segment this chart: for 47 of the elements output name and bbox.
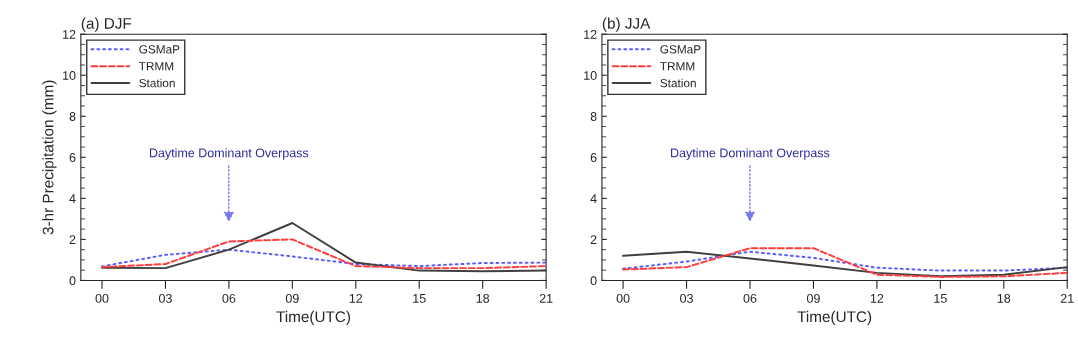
y-tick-label: 6 — [69, 153, 76, 162]
x-axis-title: Time(UTC) — [276, 310, 351, 326]
x-tick-label: 12 — [870, 293, 884, 303]
legend-label: TRMM — [660, 62, 695, 71]
legend-label: GSMaP — [139, 45, 180, 54]
x-tick-label: 06 — [222, 293, 236, 303]
y-tick-label: 4 — [590, 194, 597, 203]
legend-label: Station — [660, 78, 696, 88]
x-tick-label: 09 — [806, 293, 820, 303]
line-series — [101, 248, 547, 268]
x-axis-title: Time(UTC) — [797, 310, 872, 326]
y-tick-label: 2 — [590, 235, 597, 244]
x-tick-label: 03 — [158, 293, 172, 303]
x-tick-label: 18 — [476, 293, 490, 303]
line-series — [101, 238, 547, 270]
x-tick-label: 21 — [1060, 293, 1074, 303]
legend-label: Station — [139, 78, 175, 88]
y-tick-label: 4 — [69, 194, 76, 203]
y-axis-title: 3-hr Precipitation (mm) — [42, 80, 57, 235]
x-tick-label: 00 — [616, 293, 630, 303]
x-tick-label: 09 — [285, 293, 299, 303]
y-tick-label: 12 — [584, 30, 597, 39]
y-tick-label: 10 — [584, 71, 597, 80]
line-series — [622, 250, 1068, 272]
y-tick-label: 8 — [69, 112, 76, 121]
chart-title: (a) DJF — [81, 17, 132, 32]
x-tick-label: 18 — [997, 293, 1011, 303]
annotation: Daytime Dominant Overpass — [149, 148, 309, 160]
line-series — [101, 222, 547, 273]
y-tick-label: 2 — [69, 235, 76, 244]
y-tick-label: 6 — [590, 153, 597, 162]
x-tick-label: 21 — [539, 293, 553, 303]
y-tick-label: 8 — [590, 112, 597, 121]
y-tick-label: 12 — [63, 30, 76, 39]
annotation: Daytime Dominant Overpass — [671, 148, 830, 160]
x-tick-label: 12 — [349, 293, 363, 303]
x-tick-label: 03 — [680, 293, 693, 303]
chart-title: (b) JJA — [602, 17, 651, 32]
y-tick-label: 10 — [63, 71, 76, 80]
x-tick-label: 15 — [413, 294, 426, 303]
x-tick-label: 00 — [95, 293, 109, 303]
x-tick-label: 15 — [934, 294, 947, 303]
legend-label: GSMaP — [660, 45, 701, 54]
legend-label: TRMM — [138, 62, 174, 71]
y-tick-label: 0 — [69, 276, 76, 286]
y-tick-label: 0 — [590, 276, 597, 286]
x-tick-label: 06 — [743, 293, 757, 303]
